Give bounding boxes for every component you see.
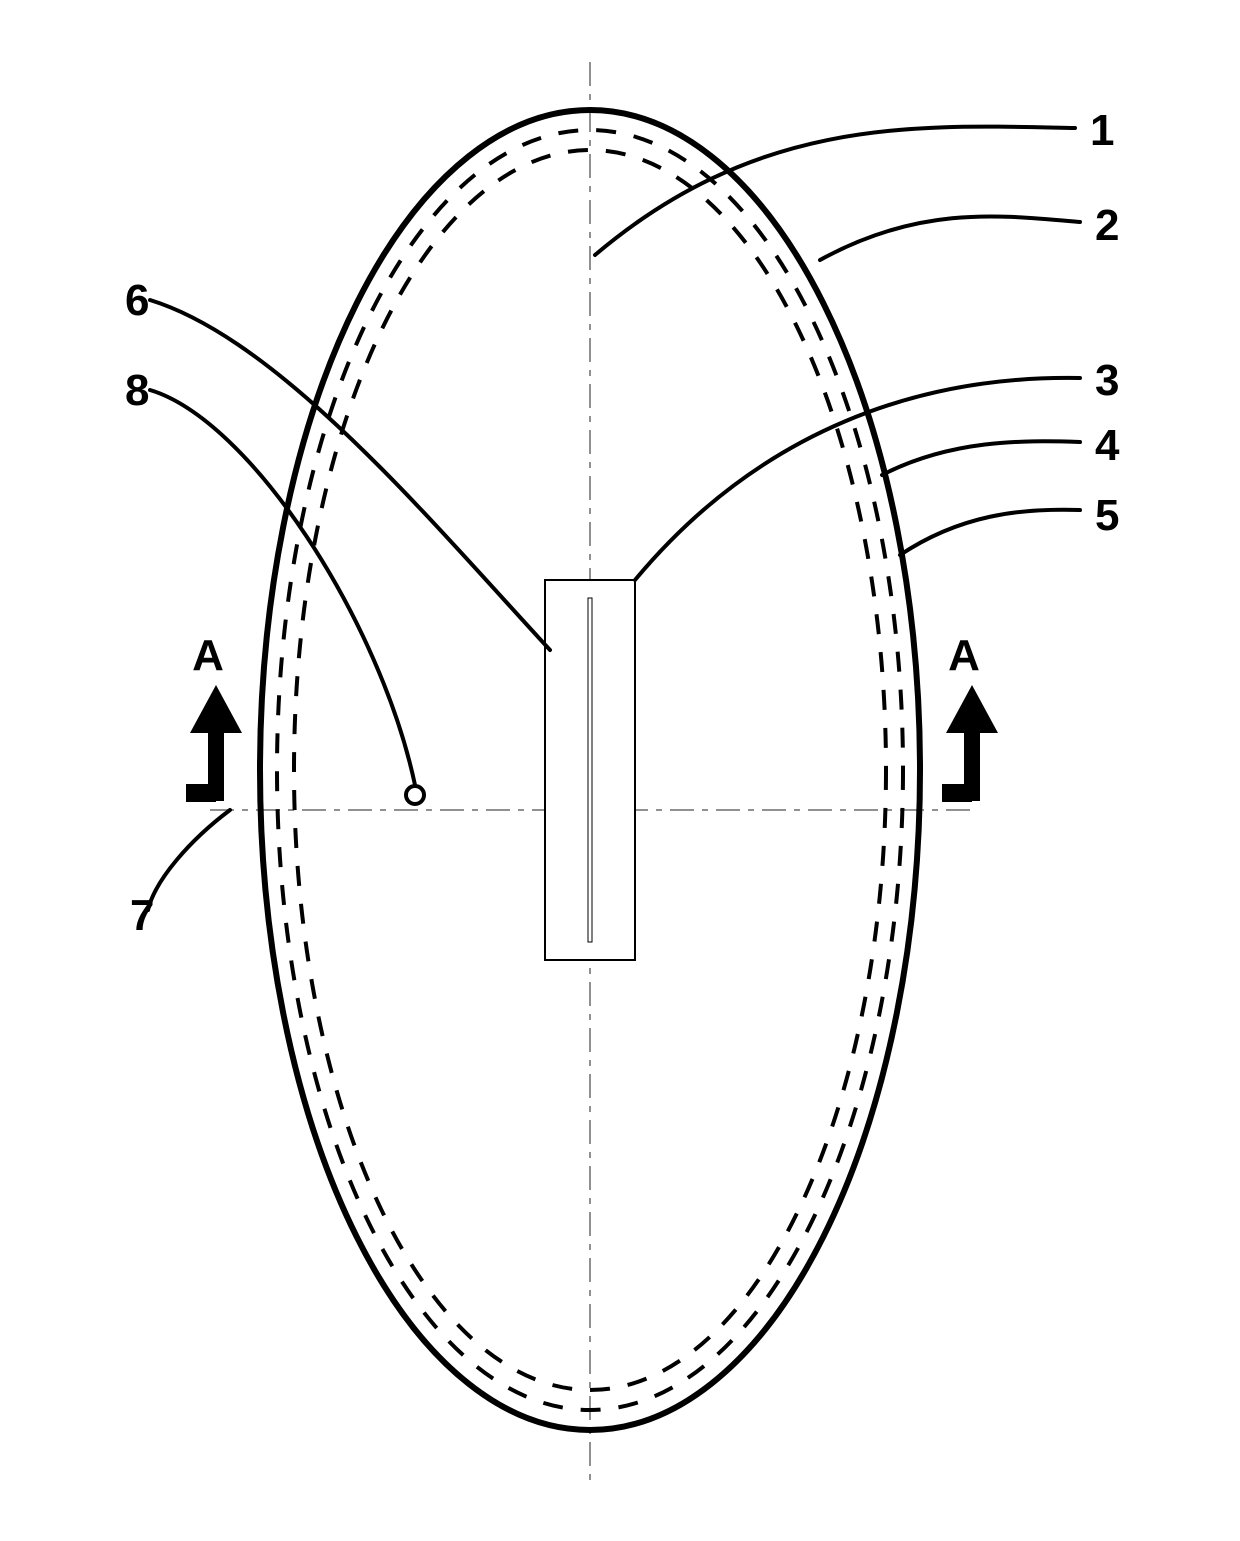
leader-6: [150, 300, 550, 650]
section-marker-right-label: A: [948, 631, 980, 680]
callout-label-3: 3: [1095, 356, 1119, 405]
small-circle: [406, 786, 424, 804]
leader-5: [900, 510, 1080, 555]
callout-label-2: 2: [1095, 201, 1119, 250]
leader-3: [635, 378, 1080, 580]
leader-1: [595, 127, 1075, 255]
section-marker-left-label: A: [192, 631, 224, 680]
leader-8: [150, 390, 415, 785]
section-marker-left: A: [186, 631, 242, 801]
diagram-canvas: 1 2 3 4 5 6 8 7 A A: [0, 0, 1240, 1541]
leader-7: [148, 810, 230, 910]
callout-label-7: 7: [130, 891, 154, 940]
callout-label-5: 5: [1095, 491, 1119, 540]
callout-label-4: 4: [1095, 421, 1120, 470]
leader-2: [820, 216, 1080, 260]
callout-label-1: 1: [1090, 106, 1114, 155]
callout-label-8: 8: [125, 366, 149, 415]
center-rect: [545, 580, 635, 960]
callout-label-6: 6: [125, 276, 149, 325]
section-marker-right: A: [942, 631, 998, 801]
leader-4: [882, 441, 1080, 475]
